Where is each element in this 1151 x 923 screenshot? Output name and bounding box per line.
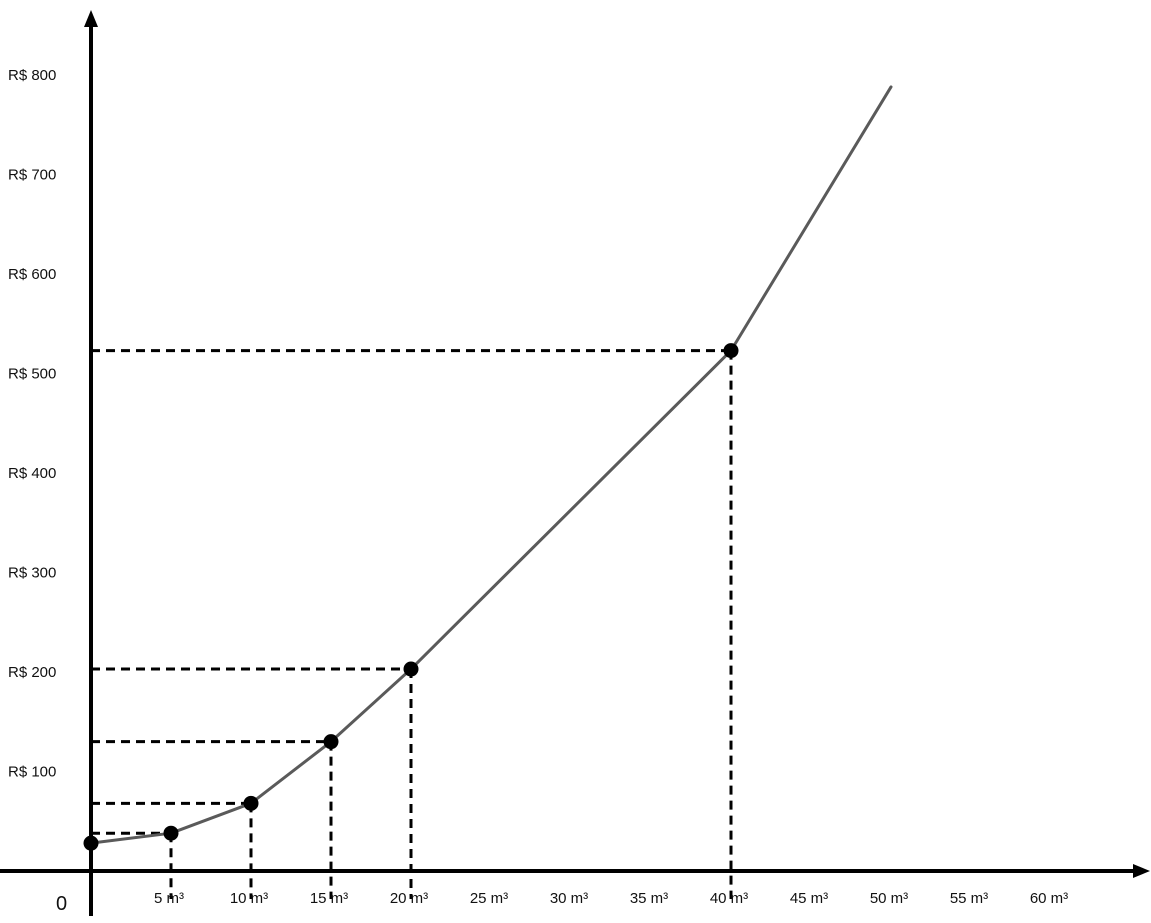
y-tick-label: R$ 800: [8, 67, 56, 84]
data-point-5: [163, 825, 179, 841]
x-tick-label: 60 m³: [1030, 890, 1068, 907]
x-tick-label: 50 m³: [870, 890, 908, 907]
data-point-40: [723, 343, 739, 359]
x-tick-label: 35 m³: [630, 890, 668, 907]
y-tick-label: R$ 100: [8, 764, 56, 781]
data-point-20: [403, 661, 419, 677]
y-tick-label: R$ 400: [8, 465, 56, 482]
x-tick-labels: 5 m³ 10 m³ 15 m³ 20 m³ 25 m³ 30 m³ 35 m³ 40 m³ 4…: [154, 890, 1068, 907]
guide-lines-group: [91, 349, 733, 899]
x-tick-label: 30 m³: [550, 890, 588, 907]
x-tick-label: 45 m³: [790, 890, 828, 907]
data-point-15: [323, 734, 339, 750]
x-tick-label: 15 m³: [310, 890, 348, 907]
x-tick-label: 5 m³: [154, 890, 184, 907]
y-tick-label: R$ 300: [8, 565, 56, 582]
markers-group: [83, 343, 739, 851]
series-group: [89, 85, 893, 845]
y-tick-labels: R$ 100 R$ 200 R$ 300 R$ 400 R$ 500 R$ 600 R$ 7…: [8, 67, 56, 781]
x-tick-label: 55 m³: [950, 890, 988, 907]
x-axis-arrow-icon: [1133, 864, 1150, 878]
series-line: [89, 85, 893, 845]
x-tick-label: 10 m³: [230, 890, 268, 907]
data-point-10: [243, 795, 259, 811]
axes-group: 0: [0, 10, 1150, 916]
y-axis-arrow-icon: [84, 10, 98, 27]
x-tick-label: 40 m³: [710, 890, 748, 907]
x-tick-label: 20 m³: [390, 890, 428, 907]
x-tick-label: 25 m³: [470, 890, 508, 907]
y-tick-label: R$ 500: [8, 366, 56, 383]
y-tick-label: R$ 200: [8, 664, 56, 681]
y-tick-label: R$ 600: [8, 266, 56, 283]
y-tick-label: R$ 700: [8, 167, 56, 184]
data-point-0: [83, 835, 99, 851]
origin-label: 0: [56, 893, 67, 915]
